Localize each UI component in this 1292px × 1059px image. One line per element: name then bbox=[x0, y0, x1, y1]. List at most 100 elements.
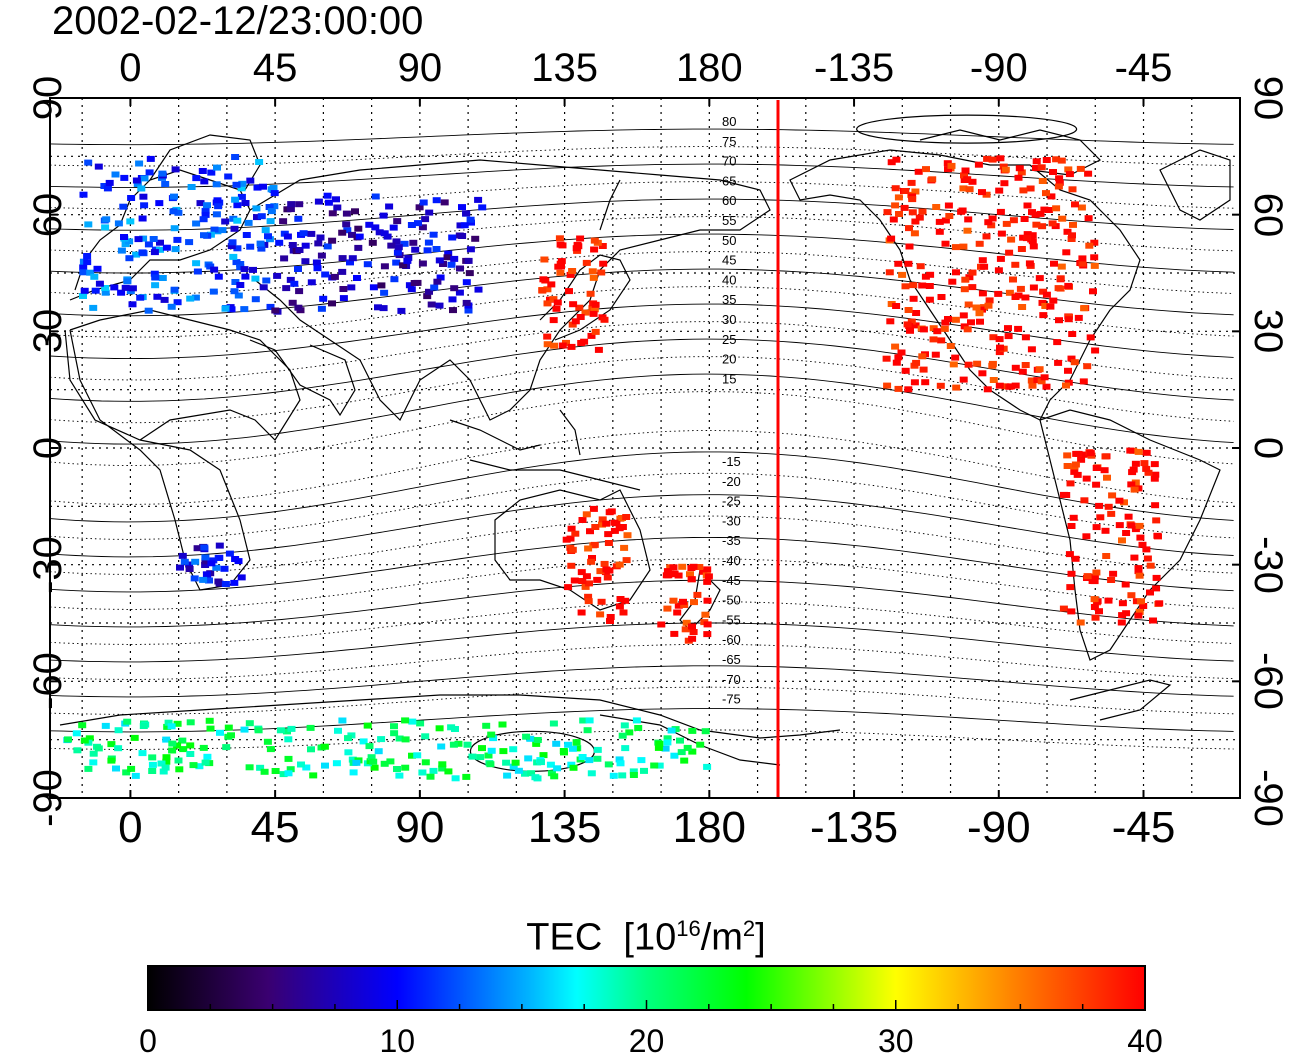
tec-point bbox=[1131, 460, 1140, 467]
tec-point bbox=[64, 736, 72, 743]
tec-point bbox=[260, 768, 269, 775]
tec-point bbox=[1059, 605, 1068, 612]
tec-point bbox=[887, 301, 896, 307]
tec-point bbox=[1096, 514, 1105, 521]
tec-point bbox=[967, 319, 975, 326]
contour-label: 30 bbox=[722, 312, 736, 327]
tec-point bbox=[103, 185, 112, 192]
tec-point bbox=[409, 239, 418, 246]
tec-point bbox=[328, 210, 337, 217]
tec-point bbox=[139, 235, 148, 242]
tec-point bbox=[1152, 574, 1161, 581]
tec-point bbox=[132, 177, 141, 184]
contour-label: 20 bbox=[722, 352, 736, 367]
tec-point bbox=[578, 517, 587, 523]
tec-point bbox=[186, 751, 195, 757]
tec-point bbox=[1050, 260, 1058, 267]
tec-point bbox=[394, 244, 403, 251]
tec-point bbox=[988, 156, 997, 163]
magnetic-latitude-contours bbox=[50, 114, 1234, 772]
tec-point bbox=[1001, 166, 1010, 173]
tec-point bbox=[960, 172, 968, 179]
tec-point bbox=[253, 214, 261, 221]
tec-point bbox=[256, 240, 265, 247]
tec-point bbox=[127, 195, 136, 201]
tec-point bbox=[1102, 553, 1111, 559]
tec-point bbox=[622, 514, 631, 520]
tec-point bbox=[1134, 565, 1143, 572]
tec-point bbox=[101, 224, 110, 231]
tec-point bbox=[249, 266, 257, 273]
tec-point bbox=[606, 614, 615, 620]
tec-point bbox=[1014, 174, 1023, 181]
tec-point bbox=[918, 353, 927, 360]
tec-point bbox=[1065, 171, 1074, 178]
tec-point bbox=[590, 306, 599, 313]
tec-point bbox=[216, 729, 224, 736]
tec-point bbox=[330, 273, 339, 280]
tec-point bbox=[294, 304, 303, 311]
tec-point bbox=[1033, 377, 1042, 384]
tec-point bbox=[619, 609, 628, 616]
tec-point bbox=[151, 274, 160, 281]
tec-point bbox=[610, 519, 619, 526]
tec-point bbox=[539, 276, 548, 283]
tec-point bbox=[158, 170, 167, 177]
tec-point bbox=[464, 257, 473, 264]
tec-point bbox=[674, 602, 683, 609]
tec-point bbox=[284, 736, 293, 743]
tec-point bbox=[688, 748, 697, 755]
tec-point bbox=[117, 247, 126, 254]
tec-point bbox=[179, 746, 188, 753]
tec-point bbox=[271, 768, 280, 774]
tec-point bbox=[125, 255, 134, 262]
tec-point bbox=[527, 770, 536, 777]
tec-point bbox=[198, 168, 207, 174]
tec-point bbox=[680, 757, 689, 764]
tec-point bbox=[1056, 275, 1065, 282]
tec-point bbox=[1091, 614, 1100, 621]
tec-point bbox=[963, 176, 972, 183]
tec-point bbox=[151, 282, 160, 289]
tec-point bbox=[369, 284, 378, 291]
tec-point bbox=[275, 239, 284, 246]
tec-point bbox=[1028, 232, 1037, 239]
tec-point bbox=[160, 296, 169, 303]
tec-point bbox=[1109, 570, 1118, 577]
tec-point bbox=[444, 768, 453, 775]
tec-point bbox=[898, 271, 907, 278]
tec-point bbox=[585, 757, 594, 764]
tec-point bbox=[424, 239, 433, 246]
tec-point bbox=[84, 221, 93, 228]
tec-point bbox=[284, 770, 293, 777]
tec-point bbox=[905, 243, 914, 250]
tec-point bbox=[1020, 216, 1029, 222]
tec-point bbox=[1142, 465, 1151, 472]
axis-tick-label: -90 bbox=[966, 803, 1031, 852]
tec-point bbox=[256, 764, 265, 771]
tec-point bbox=[301, 242, 310, 249]
tec-point bbox=[201, 211, 210, 218]
tec-point bbox=[455, 289, 464, 296]
tec-point bbox=[584, 593, 593, 600]
tec-point bbox=[1065, 551, 1074, 558]
tec-point bbox=[964, 301, 973, 308]
tec-point bbox=[937, 294, 946, 300]
tec-point bbox=[199, 744, 208, 751]
tec-point bbox=[288, 242, 297, 248]
tec-point bbox=[192, 175, 201, 182]
tec-point bbox=[107, 757, 116, 764]
tec-point bbox=[926, 271, 935, 278]
tec-point bbox=[150, 249, 159, 256]
tec-point bbox=[230, 579, 239, 586]
tec-point bbox=[921, 273, 930, 280]
contour-line bbox=[50, 665, 1234, 698]
contour-label: 35 bbox=[722, 292, 736, 307]
tec-point bbox=[405, 282, 414, 289]
tec-point bbox=[553, 765, 562, 772]
tec-point bbox=[161, 181, 170, 187]
tec-point bbox=[688, 635, 697, 642]
tec-point bbox=[301, 258, 310, 265]
tec-point bbox=[1083, 363, 1092, 370]
tec-point bbox=[951, 244, 960, 251]
